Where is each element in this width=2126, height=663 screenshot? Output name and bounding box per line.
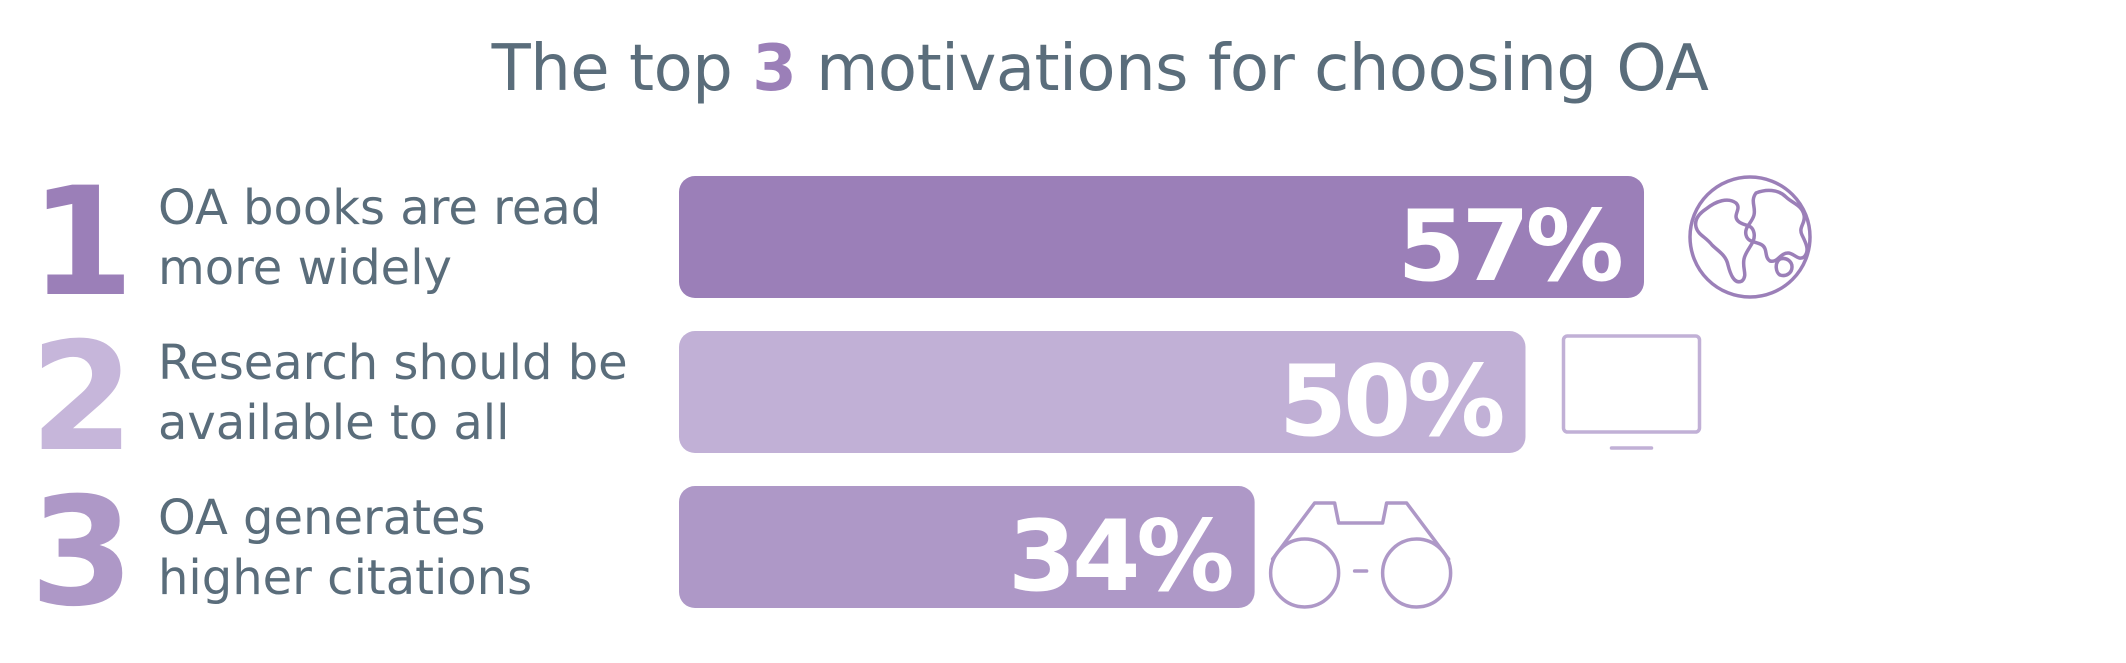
bar-value-label: 57% [1397,190,1621,304]
globe-continent-americas [1693,198,1756,284]
title-highlight: 3 [752,32,797,106]
bar-label-line: available to all [158,395,509,451]
glasses-right-lens [1380,537,1453,609]
bar-label-line: more widely [158,240,452,296]
bar [679,331,1526,453]
title-suffix: motivations for choosing OA [796,32,1709,106]
bar-value-label: 50% [1279,345,1503,459]
bar-label-line: OA books are read [158,180,601,236]
globe-outline [1688,175,1812,299]
bar-value-label: 34% [1008,500,1232,614]
glasses-frame [1270,501,1451,561]
bar-label-line: higher citations [158,550,532,606]
bar-label-line: OA generates [158,490,486,546]
glasses-icon [1268,501,1453,609]
rank-number: 1 [30,156,134,330]
monitor-icon [1561,334,1702,450]
title-prefix: The top [491,32,753,106]
rank-number: 2 [30,311,134,485]
globe-continent-australia [1774,256,1794,278]
monitor-screen [1561,334,1702,434]
rank-number: 3 [30,466,134,640]
glasses-left-lens [1268,537,1341,609]
globe-icon [1688,175,1812,299]
bar-label-line: Research should be [158,335,628,391]
bar [679,176,1645,298]
chart-title: The top 3 motivations for choosing OA [0,32,2126,106]
globe-continent-eurasia [1743,188,1809,263]
bar [679,486,1255,608]
